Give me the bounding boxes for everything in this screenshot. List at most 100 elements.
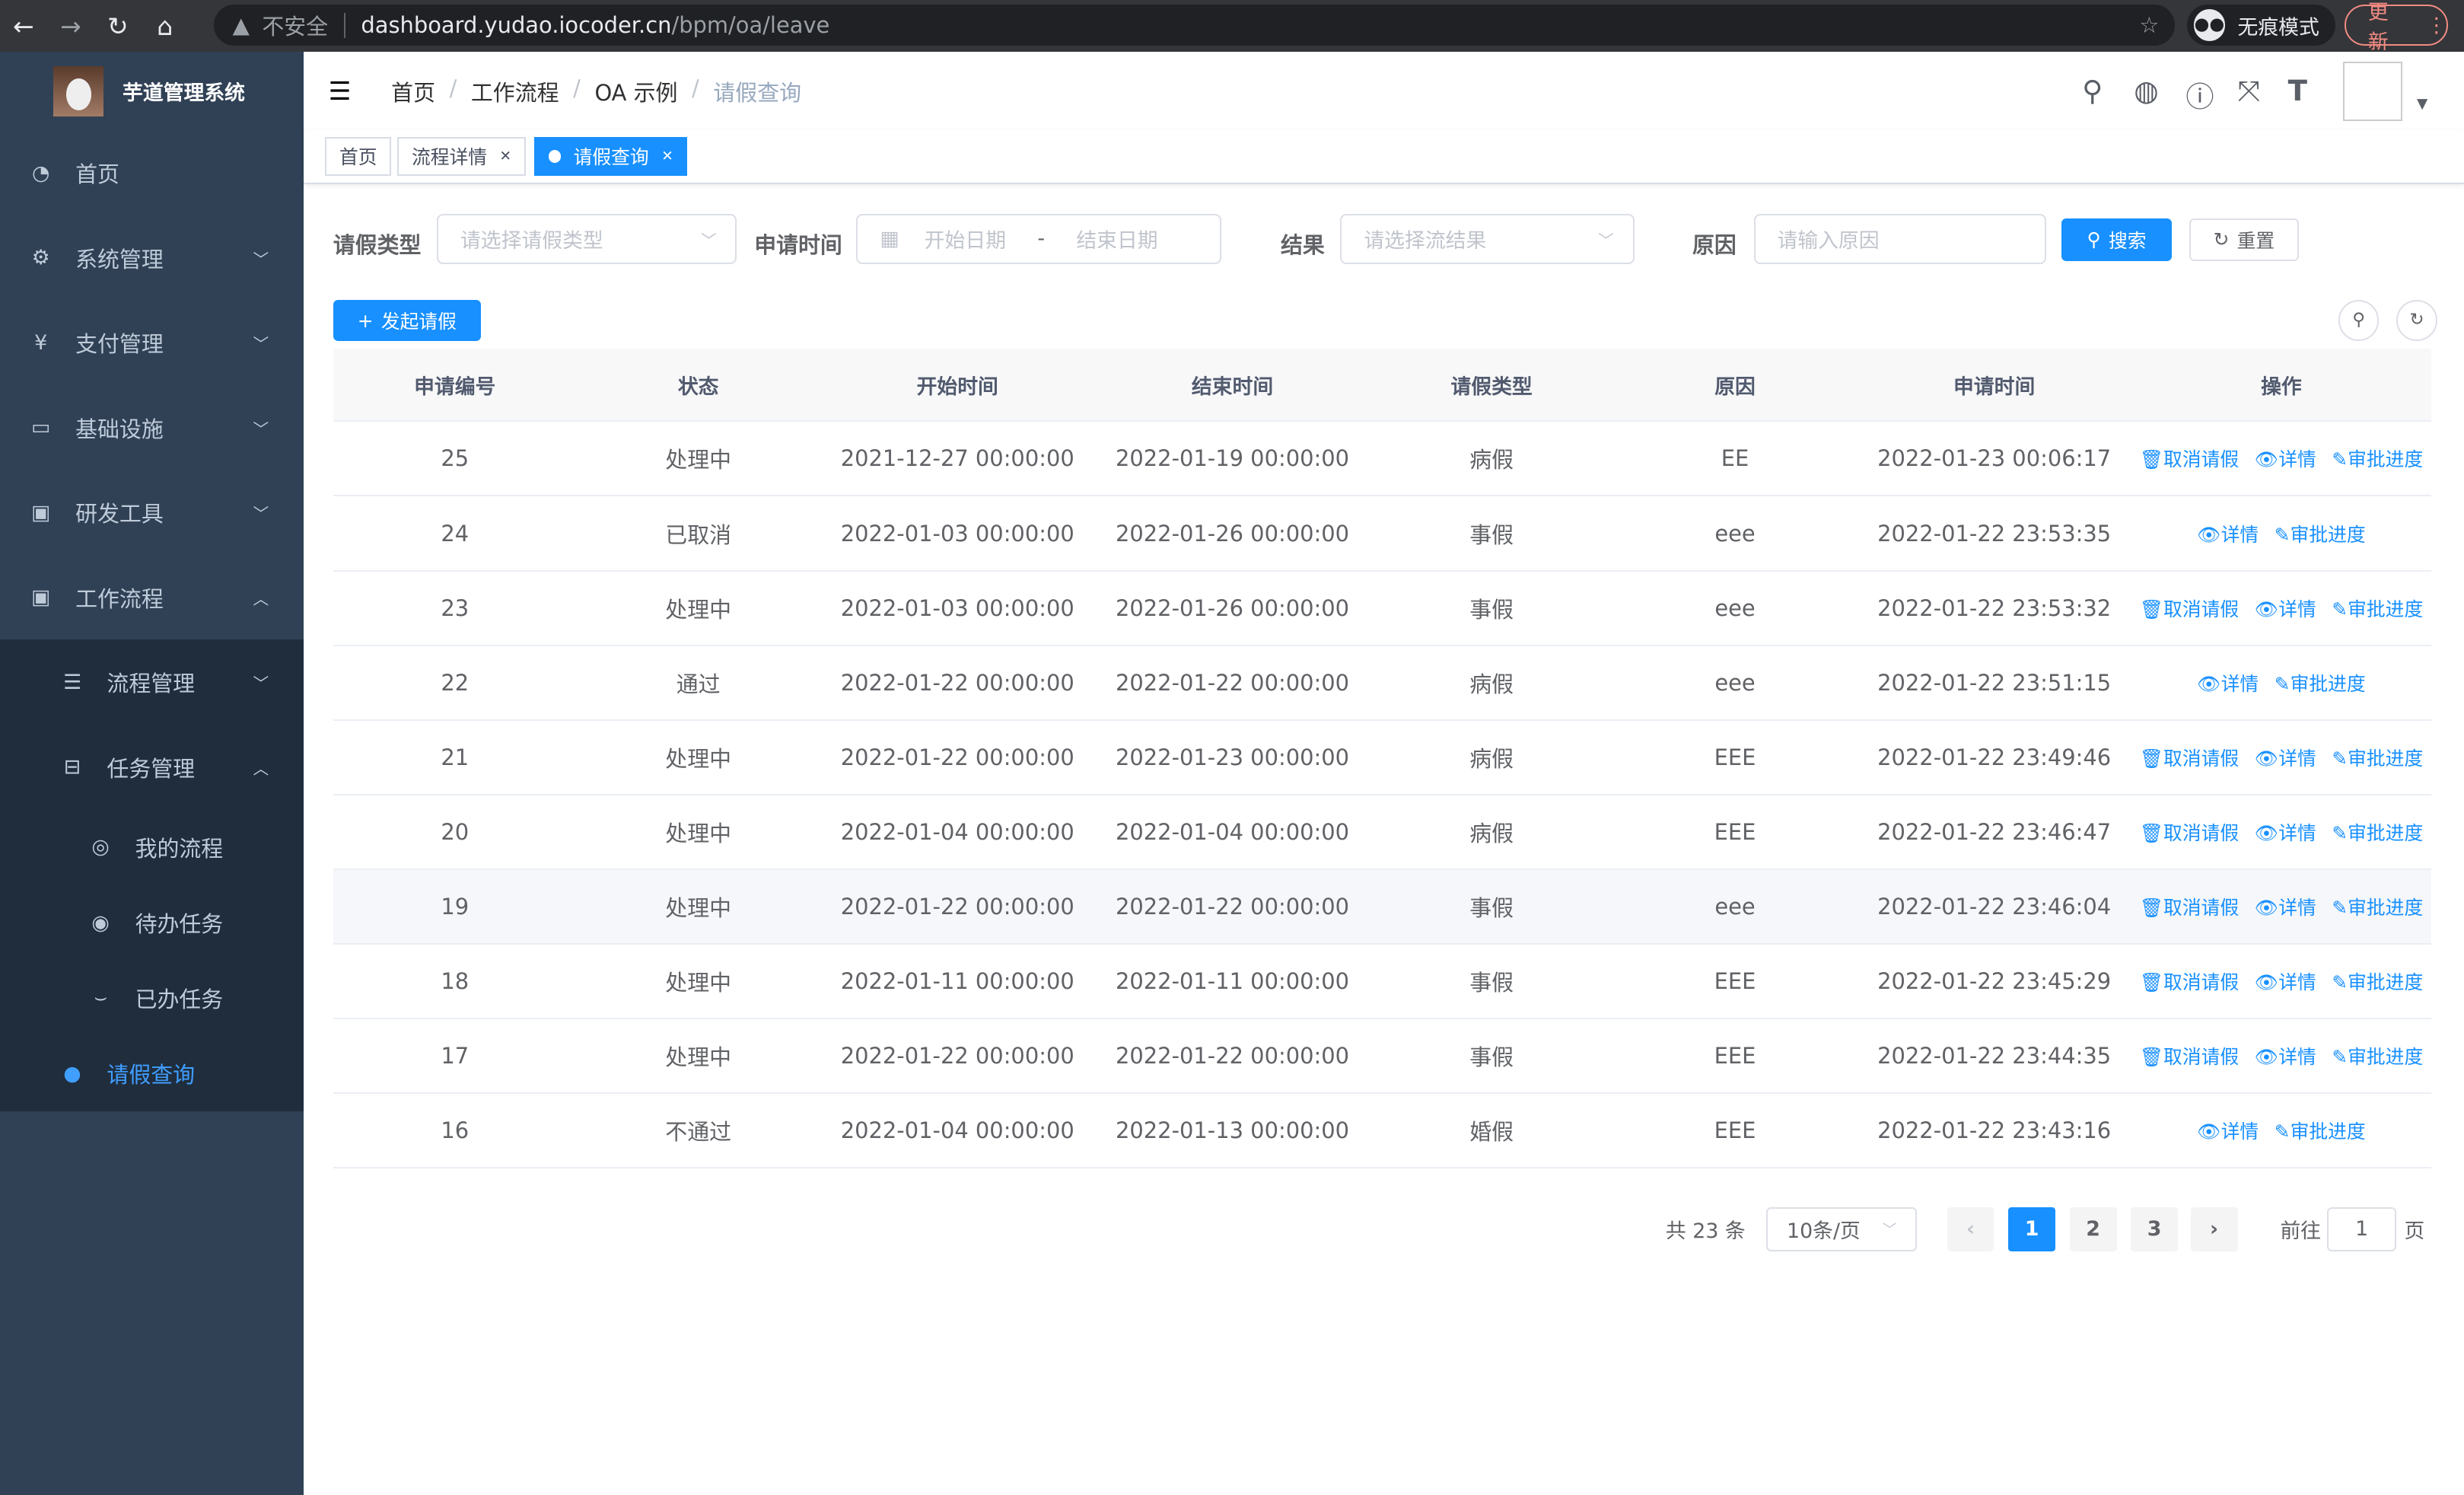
cell: 2022-01-22 23:49:46: [1857, 719, 2132, 795]
actions-cell: 👁详情 ✎审批进度: [2131, 496, 2431, 572]
reason-input[interactable]: 请输入原因: [1753, 213, 2046, 264]
sidebar-item-process-manage[interactable]: ☰ 流程管理 ﹀: [0, 639, 304, 725]
refresh-icon: ↻: [2213, 228, 2230, 251]
end-date[interactable]: 结束日期: [1076, 229, 1158, 253]
tag-home[interactable]: 首页: [325, 136, 392, 177]
fullscreen-icon[interactable]: ⤧: [2237, 74, 2261, 108]
sidebar-item-pay[interactable]: ¥ 支付管理 ﹀: [0, 300, 304, 385]
table-row: 21 处理中 2022-01-22 00:00:00 2022-01-23 00:00…: [333, 719, 2431, 795]
cell: 21: [333, 719, 577, 795]
star-icon[interactable]: ☆: [2139, 12, 2160, 39]
start-date[interactable]: 开始日期: [924, 229, 1007, 253]
browser-toolbar: ← → ↻ ⌂ ▲ 不安全 dashboard.yudao.iocoder.cn…: [0, 0, 2464, 54]
cancel-leave-link[interactable]: 🗑取消请假: [2139, 1046, 2240, 1069]
page-2[interactable]: 2: [2069, 1207, 2117, 1251]
cell: 2022-01-26 00:00:00: [1094, 496, 1370, 572]
leave-table: 申请编号 状态 开始时间 结束时间 请假类型 原因 申请时间 操作 25 处理中 2021-12-…: [333, 349, 2431, 1169]
detail-link[interactable]: 👁详情: [2254, 896, 2316, 919]
table-row: 18 处理中 2022-01-11 00:00:00 2022-01-11 00:00…: [333, 943, 2431, 1020]
sidebar-item-system[interactable]: ⚙ 系统管理 ﹀: [0, 215, 304, 301]
progress-link[interactable]: ✎审批进度: [2274, 1120, 2366, 1143]
sidebar-item-workflow[interactable]: ▣ 工作流程 ︿: [0, 555, 304, 640]
sidebar-item-done[interactable]: ⌣ 已办任务: [0, 961, 304, 1036]
search-button[interactable]: ⚲ 搜索: [2061, 218, 2172, 261]
cell: 2022-01-04 00:00:00: [820, 1093, 1095, 1169]
prev-page-button[interactable]: ‹: [1947, 1207, 1994, 1251]
page-size-select[interactable]: 10条/页 ﹀: [1766, 1207, 1918, 1251]
detail-link[interactable]: 👁详情: [2197, 523, 2259, 546]
sidebar-item-tool[interactable]: ▣ 研发工具 ﹀: [0, 470, 304, 555]
progress-link[interactable]: ✎审批进度: [2332, 821, 2424, 844]
update-button[interactable]: 更新 ⋮: [2344, 1, 2449, 54]
page-1[interactable]: 1: [2008, 1207, 2055, 1251]
close-icon[interactable]: ✕: [499, 148, 512, 164]
chevron-down-icon: ﹀: [253, 674, 269, 693]
sidebar-item-todo[interactable]: ◉ 待办任务: [0, 885, 304, 961]
font-size-icon[interactable]: T: [2287, 74, 2307, 108]
help-icon[interactable]: ⓘ: [2185, 80, 2214, 114]
forward-icon[interactable]: →: [60, 11, 81, 41]
breadcrumb-item[interactable]: 首页: [391, 79, 435, 106]
back-icon[interactable]: ←: [13, 11, 34, 41]
github-icon[interactable]: ◍: [2134, 74, 2159, 108]
sidebar-item-leave-query[interactable]: ● 请假查询: [0, 1036, 304, 1111]
placeholder: 请选择请假类型: [460, 229, 603, 253]
detail-link[interactable]: 👁详情: [2197, 672, 2259, 695]
leave-type-select[interactable]: 请选择请假类型 ﹀: [437, 213, 737, 264]
address-bar[interactable]: ▲ 不安全 dashboard.yudao.iocoder.cn/bpm/oa/…: [213, 5, 2175, 46]
progress-link[interactable]: ✎审批进度: [2332, 896, 2424, 919]
refresh-button[interactable]: ↻: [2396, 300, 2437, 342]
tag-leave-query[interactable]: 请假查询 ✕: [534, 136, 688, 177]
tag-process-detail[interactable]: 流程详情 ✕: [397, 136, 526, 177]
incognito-badge[interactable]: ●● 无痕模式: [2187, 5, 2335, 46]
progress-link[interactable]: ✎审批进度: [2332, 448, 2424, 471]
sidebar-item-task-manage[interactable]: ⊟ 任务管理 ︿: [0, 725, 304, 810]
close-icon[interactable]: ✕: [661, 148, 673, 164]
detail-link[interactable]: 👁详情: [2254, 448, 2316, 471]
detail-link[interactable]: 👁详情: [2254, 821, 2316, 844]
progress-link[interactable]: ✎审批进度: [2332, 598, 2424, 620]
detail-link[interactable]: 👁详情: [2254, 747, 2316, 770]
reset-button[interactable]: ↻ 重置: [2189, 218, 2300, 261]
cell: 2022-01-22 23:53:32: [1857, 570, 2132, 646]
cell: 2022-01-23 00:00:00: [1094, 719, 1370, 795]
sidebar-item-infra[interactable]: ▭ 基础设施 ﹀: [0, 385, 304, 470]
result-select[interactable]: 请选择流结果 ﹀: [1340, 213, 1635, 264]
cancel-leave-link[interactable]: 🗑取消请假: [2139, 598, 2240, 620]
detail-link[interactable]: 👁详情: [2254, 1046, 2316, 1069]
progress-link[interactable]: ✎审批进度: [2274, 523, 2366, 546]
caret-down-icon[interactable]: ▼: [2416, 95, 2428, 112]
table-row: 20 处理中 2022-01-04 00:00:00 2022-01-04 00:00…: [333, 794, 2431, 870]
progress-link[interactable]: ✎审批进度: [2332, 1046, 2424, 1069]
avatar[interactable]: [2342, 61, 2403, 121]
label: 详情: [2220, 1120, 2259, 1143]
progress-link[interactable]: ✎审批进度: [2274, 672, 2366, 695]
progress-link[interactable]: ✎审批进度: [2332, 971, 2424, 993]
detail-link[interactable]: 👁详情: [2197, 1120, 2259, 1143]
toggle-search-button[interactable]: ⚲: [2338, 300, 2380, 342]
breadcrumb-item[interactable]: 工作流程: [470, 79, 559, 106]
sidebar-item-home[interactable]: ◔ 首页: [0, 130, 304, 215]
progress-link[interactable]: ✎审批进度: [2332, 747, 2424, 770]
date-range-picker[interactable]: ▦ 开始日期 - 结束日期: [856, 213, 1221, 264]
detail-link[interactable]: 👁详情: [2254, 971, 2316, 993]
add-leave-button[interactable]: + 发起请假: [333, 300, 481, 342]
cancel-leave-link[interactable]: 🗑取消请假: [2139, 448, 2240, 471]
search-icon[interactable]: ⚲: [2082, 74, 2103, 108]
cancel-leave-link[interactable]: 🗑取消请假: [2139, 971, 2240, 993]
home-icon[interactable]: ⌂: [157, 11, 173, 41]
detail-link[interactable]: 👁详情: [2254, 598, 2316, 620]
cancel-leave-link[interactable]: 🗑取消请假: [2139, 747, 2240, 770]
logo[interactable]: 芋道管理系统: [0, 52, 304, 130]
cancel-leave-link[interactable]: 🗑取消请假: [2139, 821, 2240, 844]
cancel-leave-link[interactable]: 🗑取消请假: [2139, 896, 2240, 919]
page-3[interactable]: 3: [2131, 1207, 2179, 1251]
sidebar-item-my-process[interactable]: ◎ 我的流程: [0, 809, 304, 885]
navbar: ☰ 首页 / 工作流程 / OA 示例 / 请假查询 ⚲ ◍ ⓘ ⤧ T ▼: [303, 52, 2464, 131]
reload-icon[interactable]: ↻: [107, 11, 129, 41]
hamburger-icon[interactable]: ☰: [328, 76, 352, 107]
cell: EEE: [1613, 943, 1857, 1020]
breadcrumb-item[interactable]: OA 示例: [594, 79, 678, 106]
next-page-button[interactable]: ›: [2190, 1207, 2238, 1251]
goto-input[interactable]: 1: [2327, 1207, 2397, 1251]
